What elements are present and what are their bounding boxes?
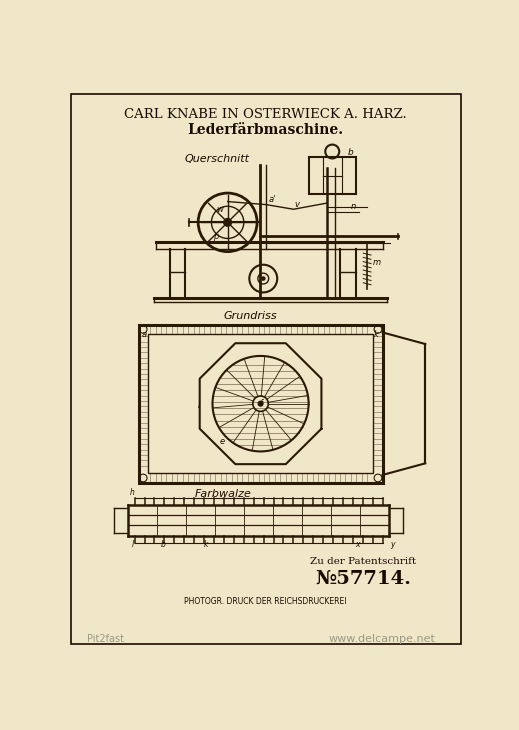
Text: Lederfärbmaschine.: Lederfärbmaschine. <box>187 123 344 137</box>
Circle shape <box>257 401 264 407</box>
Text: a': a' <box>269 195 276 204</box>
Text: v: v <box>295 200 300 209</box>
Text: x: x <box>356 539 360 548</box>
Text: w: w <box>216 205 223 215</box>
Text: l: l <box>131 539 133 548</box>
Circle shape <box>261 276 266 281</box>
Text: m: m <box>373 258 381 266</box>
Text: Querschnitt: Querschnitt <box>185 154 250 164</box>
Text: Grundriss: Grundriss <box>224 310 277 320</box>
Circle shape <box>224 218 231 226</box>
Text: Farbwalze: Farbwalze <box>194 489 251 499</box>
Bar <box>148 334 373 473</box>
Text: Zu der Patentschrift: Zu der Patentschrift <box>310 557 416 566</box>
Bar <box>139 325 383 483</box>
Text: PHOTOGR. DRUCK DER REICHSDRUCKEREI: PHOTOGR. DRUCK DER REICHSDRUCKEREI <box>184 597 347 607</box>
Text: a: a <box>142 330 147 339</box>
Text: p: p <box>213 232 218 242</box>
Text: №57714.: №57714. <box>315 570 411 588</box>
Text: Pit2fast: Pit2fast <box>87 634 124 644</box>
Text: y: y <box>390 539 395 548</box>
Text: k: k <box>374 330 379 339</box>
Text: k: k <box>204 539 208 548</box>
Text: l: l <box>197 401 200 410</box>
Text: f: f <box>259 399 262 408</box>
Text: www.delcampe.net: www.delcampe.net <box>329 634 435 644</box>
Text: b: b <box>347 148 353 158</box>
Text: n: n <box>350 202 356 211</box>
Text: e: e <box>219 437 224 446</box>
Text: CARL KNABE IN OSTERWIECK A. HARZ.: CARL KNABE IN OSTERWIECK A. HARZ. <box>124 108 407 121</box>
Bar <box>309 157 356 194</box>
Text: h: h <box>130 488 135 497</box>
Text: b: b <box>161 539 166 548</box>
